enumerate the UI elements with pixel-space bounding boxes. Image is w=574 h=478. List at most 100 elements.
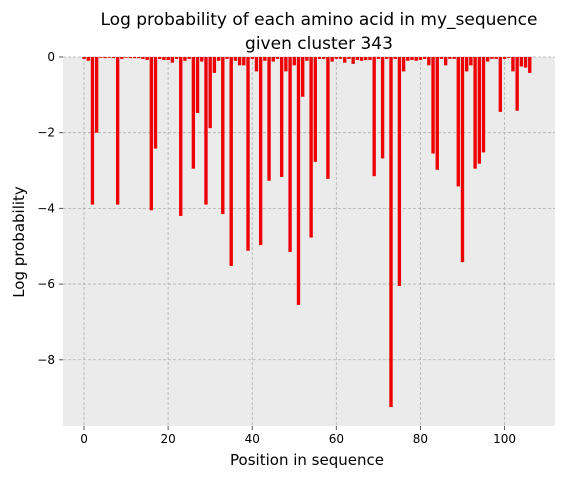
bar [237,57,242,66]
bar [376,57,381,59]
bar [225,57,229,59]
bar [137,57,141,59]
bar [338,57,343,59]
bar [401,57,406,72]
bar [107,57,111,58]
bar [187,57,191,59]
bar [456,57,460,187]
bar [372,57,376,177]
x-axis-label: Position in sequence [230,451,384,469]
bar [397,57,402,286]
bar [191,57,196,169]
bar [221,57,225,215]
bar [498,57,503,112]
x-tick-label: 40 [245,432,260,446]
bar [443,57,448,66]
bar [486,57,490,62]
bar [99,57,103,58]
bar [301,57,305,97]
x-tick-label: 20 [160,432,175,446]
bar [343,57,347,63]
chart-title-line-2: given cluster 343 [245,34,393,54]
bar [305,57,309,61]
bar [153,57,158,149]
bar [258,57,263,246]
y-tick-label: −2 [37,126,55,140]
bar [359,57,364,61]
axis-ticks: 0 20 40 60 80 100 0 −2 −4 −6 −8 [37,50,516,446]
bar [507,57,511,58]
bar [330,57,334,62]
bar [309,57,313,238]
bar [322,57,326,59]
bar [158,57,162,59]
bar [141,57,145,59]
bar [124,57,128,58]
bar [90,57,95,205]
bar [162,57,166,61]
bars [82,57,532,408]
bar [477,57,481,164]
bar [242,57,246,66]
bar [279,57,284,177]
bar [528,57,532,73]
bar [86,57,90,61]
bar [460,57,465,263]
bar [317,57,322,59]
y-tick-label: −6 [37,277,55,291]
bar [195,57,200,114]
bar [494,57,498,59]
bar [103,57,107,59]
bar [465,57,469,72]
bar [435,57,439,170]
bar [414,57,418,61]
x-tick-label: 60 [329,432,344,446]
bar [355,57,360,61]
x-tick-label: 80 [413,432,428,446]
bar [427,57,431,66]
bar [208,57,212,129]
bar [481,57,486,153]
bar [233,57,238,61]
bar [212,57,217,73]
bar [82,57,86,59]
bar [313,57,317,162]
bar [393,57,397,59]
bar [183,57,187,61]
bar [452,57,456,59]
chart-title-line-1: Log probability of each amino acid in my… [101,10,538,30]
bar [204,57,208,205]
plot-area [63,57,555,426]
bar [267,57,271,181]
bar [389,57,393,408]
y-axis-label: Log probability [10,186,28,298]
bar [368,57,372,61]
bar [120,57,124,59]
bar [410,57,414,61]
bar [179,57,183,216]
bar [288,57,292,252]
y-tick-label: −4 [37,201,55,215]
bar [347,57,351,59]
bar [326,57,330,179]
bar [418,57,423,61]
bar [263,57,267,61]
bar [166,57,170,61]
y-tick-label: −8 [37,353,55,367]
x-tick-label: 100 [493,432,516,446]
bar [292,57,296,66]
bar [174,57,179,59]
bar [351,57,355,64]
bar [94,57,99,133]
bar [380,57,385,159]
bar [271,57,275,62]
bar [439,57,444,59]
bar [254,57,259,72]
bar [200,57,204,62]
bar [246,57,250,251]
bar [145,57,149,61]
bar [132,57,137,59]
bar [511,57,515,72]
bar [111,57,116,59]
